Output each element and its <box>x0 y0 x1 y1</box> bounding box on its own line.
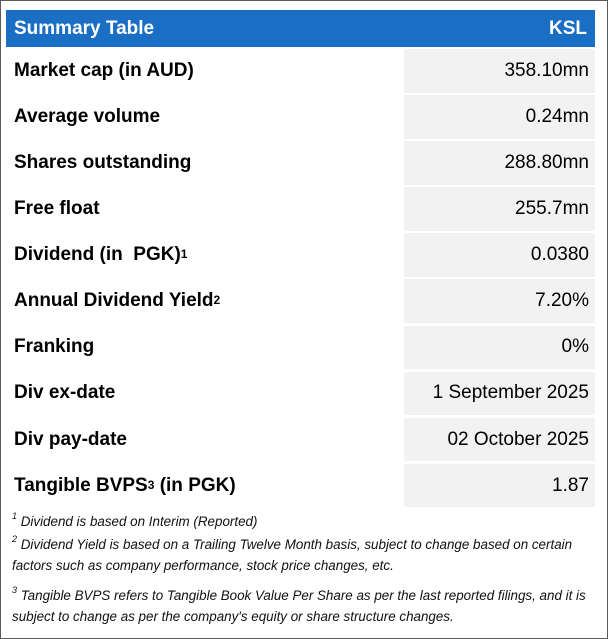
row-label: Tangible BVPS 3 (in PGK) <box>6 463 404 508</box>
table-row: Market cap (in AUD) 358.10mn <box>6 49 595 93</box>
footnote-number: 2 <box>12 533 18 544</box>
row-value: 255.7mn <box>404 187 595 231</box>
row-label-text: Dividend (in PGK) <box>14 244 181 266</box>
row-label-text: Free float <box>14 198 100 220</box>
row-value: 0% <box>404 325 595 370</box>
footnote: 3 Tangible BVPS refers to Tangible Book … <box>12 585 602 627</box>
table-row: Franking 0% <box>6 325 595 370</box>
footnote: 2 Dividend Yield is based on a Trailing … <box>12 534 602 576</box>
table-row: Div ex-date 1 September 2025 <box>6 371 595 416</box>
row-label: Shares outstanding <box>6 141 404 185</box>
table-row: Free float 255.7mn <box>6 187 595 231</box>
table-row: Average volume 0.24mn <box>6 95 595 139</box>
row-label-text: Tangible BVPS <box>14 474 148 496</box>
table-row: Dividend (in PGK) 1 0.0380 <box>6 233 595 277</box>
footnote-number: 1 <box>12 510 18 521</box>
table-row: Shares outstanding 288.80mn <box>6 141 595 185</box>
row-label-text: Franking <box>14 336 95 358</box>
table-header: Summary Table KSL <box>6 10 595 47</box>
table-row: Tangible BVPS 3 (in PGK) 1.87 <box>6 463 595 508</box>
row-label: Market cap (in AUD) <box>6 49 404 93</box>
row-value: 358.10mn <box>404 49 595 93</box>
footnote-text: Dividend is based on Interim (Reported) <box>17 514 258 529</box>
row-label: Franking <box>6 325 404 370</box>
row-label: Dividend (in PGK) 1 <box>6 233 404 277</box>
row-label-suffix: (in PGK) <box>154 474 236 496</box>
ticker-label: KSL <box>549 17 587 39</box>
row-label-text: Average volume <box>14 105 161 127</box>
row-value: 0.24mn <box>404 95 595 139</box>
row-label-text: Div pay-date <box>14 428 127 450</box>
table-title: Summary Table <box>14 17 155 39</box>
row-label: Div ex-date <box>6 371 404 416</box>
row-value: 0.0380 <box>404 233 595 277</box>
row-label-text: Annual Dividend Yield <box>14 290 214 312</box>
footnote: 1 Dividend is based on Interim (Reported… <box>12 511 602 532</box>
row-value: 288.80mn <box>404 141 595 185</box>
row-value: 1 September 2025 <box>404 371 595 416</box>
table-row: Annual Dividend Yield 2 7.20% <box>6 279 595 323</box>
footnotes: 1 Dividend is based on Interim (Reported… <box>12 511 602 627</box>
row-value: 02 October 2025 <box>404 417 595 462</box>
row-label-text: Market cap (in AUD) <box>14 59 194 81</box>
table-row: Div pay-date 02 October 2025 <box>6 417 595 462</box>
row-value: 7.20% <box>404 279 595 323</box>
row-label: Free float <box>6 187 404 231</box>
summary-rows: Market cap (in AUD) 358.10mn Average vol… <box>6 49 595 508</box>
row-label: Div pay-date <box>6 417 404 462</box>
footnote-text: Tangible BVPS refers to Tangible Book Va… <box>12 588 586 624</box>
footnote-text: Dividend Yield is based on a Trailing Tw… <box>12 537 573 573</box>
row-value: 1.87 <box>404 463 595 508</box>
row-label: Annual Dividend Yield 2 <box>6 279 404 323</box>
footnote-number: 3 <box>12 584 18 595</box>
row-label: Average volume <box>6 95 404 139</box>
row-label-text: Div ex-date <box>14 382 116 404</box>
row-label-text: Shares outstanding <box>14 151 192 173</box>
